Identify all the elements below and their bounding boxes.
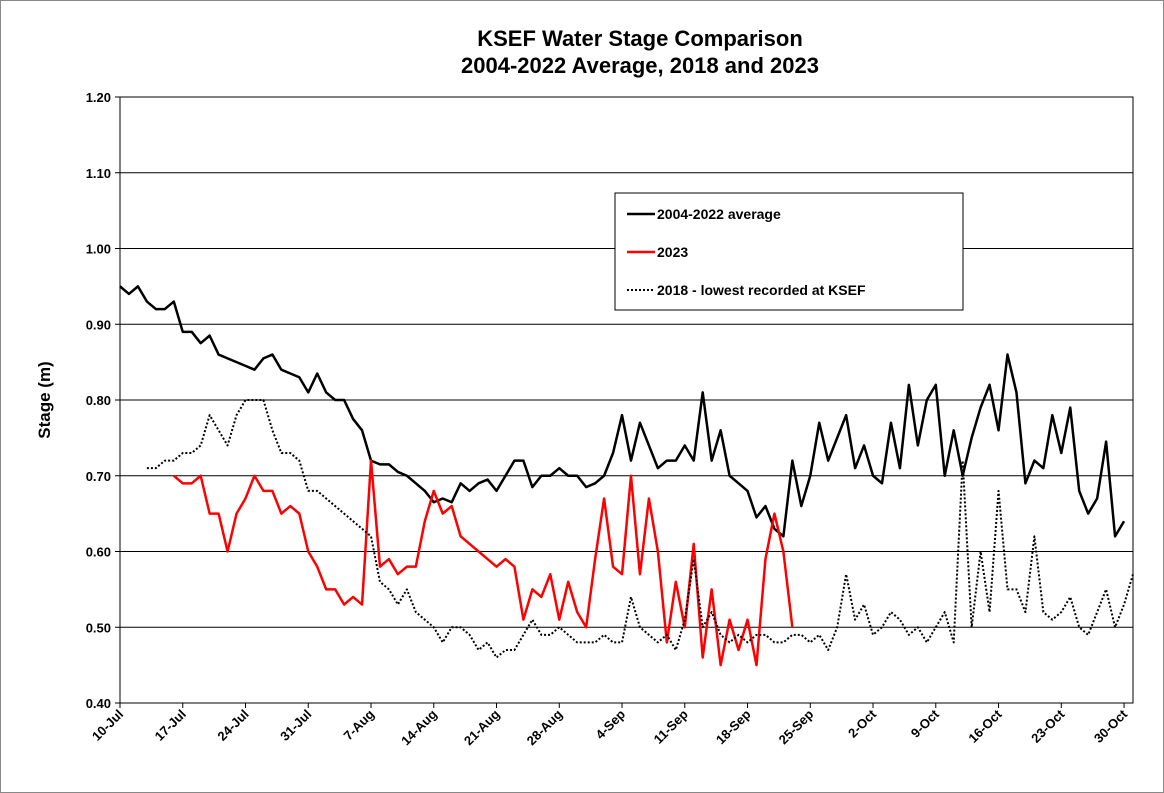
y-tick-label: 1.20 xyxy=(86,90,111,105)
legend-box xyxy=(614,192,964,311)
series-line xyxy=(146,399,1134,659)
y-tick-label: 0.60 xyxy=(86,545,111,560)
y-tick-label: 1.10 xyxy=(86,166,111,181)
chart-subtitle: 2004-2022 Average, 2018 and 2023 xyxy=(461,53,819,78)
chart-title: KSEF Water Stage Comparison xyxy=(477,26,803,51)
y-axis-label: Stage (m) xyxy=(35,361,54,438)
legend-label: 2023 xyxy=(657,244,688,260)
plot-area xyxy=(119,96,1134,704)
y-tick-label: 0.40 xyxy=(86,696,111,711)
legend-label: 2018 - lowest recorded at KSEF xyxy=(657,282,866,298)
y-tick-label: 0.80 xyxy=(86,393,111,408)
y-tick-label: 0.90 xyxy=(86,317,111,332)
y-tick-label: 0.50 xyxy=(86,620,111,635)
y-tick-label: 1.00 xyxy=(86,242,111,257)
series-line xyxy=(119,285,1126,538)
legend-label: 2004-2022 average xyxy=(657,206,781,222)
y-tick-label: 0.70 xyxy=(86,469,111,484)
